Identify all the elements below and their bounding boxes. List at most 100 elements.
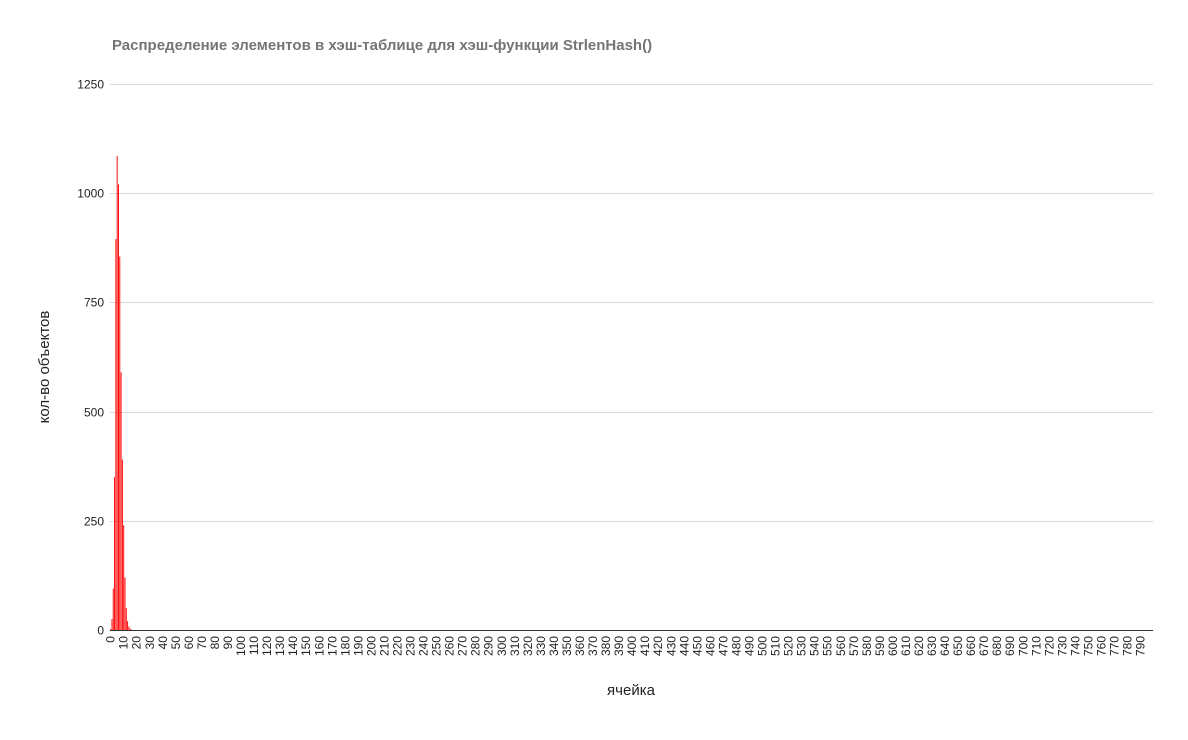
x-tick-label: 210: [377, 636, 391, 656]
x-tick-label: 460: [703, 636, 717, 656]
x-tick-label: 700: [1016, 636, 1030, 656]
x-tick-label: 180: [338, 636, 352, 656]
x-tick-label: 590: [873, 636, 887, 656]
x-tick-label: 90: [221, 636, 235, 650]
x-tick-label: 690: [1003, 636, 1017, 656]
bar-cell-1: [111, 619, 112, 630]
x-tick-label: 750: [1081, 636, 1095, 656]
bar-cell-4: [115, 239, 116, 630]
x-tick-label: 370: [586, 636, 600, 656]
x-tick-label: 480: [729, 636, 743, 656]
x-tick-label: 740: [1068, 636, 1082, 656]
x-tick-label: 540: [808, 636, 822, 656]
x-tick-label: 50: [169, 636, 183, 650]
x-tick-label: 200: [364, 636, 378, 656]
bar-cell-7: [119, 257, 120, 630]
x-tick-label: 350: [560, 636, 574, 656]
x-tick-label: 20: [130, 636, 144, 650]
x-axis-title: ячейка: [607, 682, 656, 699]
x-tick-label: 670: [977, 636, 991, 656]
x-tick-label: 110: [247, 636, 261, 655]
x-tick-label: 500: [756, 636, 770, 656]
x-tick-label: 470: [716, 636, 730, 656]
x-tick-label: 490: [742, 636, 756, 656]
bar-cell-8: [121, 372, 122, 630]
x-tick-label: 160: [312, 636, 326, 656]
x-tick-label: 770: [1108, 636, 1122, 656]
x-tick-label: 330: [534, 636, 548, 656]
x-tick-label: 150: [299, 636, 313, 656]
y-tick-label: 500: [84, 406, 104, 420]
y-tick-label: 1250: [77, 78, 104, 92]
bar-cell-6: [118, 184, 119, 630]
bar-cell-11: [125, 578, 126, 630]
x-tick-label: 10: [117, 636, 131, 650]
x-tick-label: 640: [938, 636, 952, 656]
x-tick-label: 410: [638, 636, 652, 656]
x-tick-label: 340: [547, 636, 561, 656]
x-tick-label: 140: [286, 636, 300, 656]
bar-cell-14: [128, 627, 129, 630]
grid-lines: [110, 85, 1153, 522]
bars: [110, 156, 132, 630]
x-tick-label: 310: [508, 636, 522, 656]
bar-cell-5: [117, 156, 118, 630]
bar-cell-0: [110, 629, 111, 630]
x-tick-label: 610: [899, 636, 913, 656]
x-tick-label: 250: [430, 636, 444, 656]
bar-cell-3: [114, 477, 115, 630]
x-tick-label: 280: [469, 636, 483, 656]
x-tick-label: 530: [795, 636, 809, 656]
x-tick-label: 170: [325, 636, 339, 656]
y-tick-label: 250: [84, 515, 104, 529]
x-tick-label: 120: [260, 636, 274, 656]
y-tick-label: 750: [84, 296, 104, 310]
x-tick-label: 290: [482, 636, 496, 656]
chart-title: Распределение элементов в хэш-таблице дл…: [112, 37, 652, 54]
x-tick-label: 710: [1029, 636, 1043, 656]
x-tick-label: 420: [651, 636, 665, 656]
x-tick-label: 790: [1134, 636, 1148, 656]
x-tick-label: 380: [599, 636, 613, 656]
x-tick-label: 660: [964, 636, 978, 656]
x-tick-label: 40: [156, 636, 170, 650]
x-tick-label: 520: [782, 636, 796, 656]
x-tick-label: 70: [195, 636, 209, 650]
x-tick-label: 650: [951, 636, 965, 656]
x-tick-label: 620: [912, 636, 926, 656]
y-tick-label: 1000: [77, 187, 104, 201]
x-tick-label: 190: [351, 636, 365, 656]
bar-cell-10: [123, 525, 124, 630]
x-tick-label: 80: [208, 636, 222, 650]
x-tick-label: 430: [664, 636, 678, 656]
x-tick-label: 260: [443, 636, 457, 656]
x-tick-label: 510: [769, 636, 783, 656]
bar-cell-12: [126, 608, 127, 630]
x-tick-label: 270: [456, 636, 470, 656]
bar-cell-13: [127, 621, 128, 630]
x-tick-label: 360: [573, 636, 587, 656]
x-tick-label: 550: [821, 636, 835, 656]
x-tick-label: 730: [1055, 636, 1069, 656]
x-tick-label: 240: [417, 636, 431, 656]
bar-cell-9: [122, 460, 123, 630]
x-tick-label: 600: [886, 636, 900, 656]
y-tick-label: 0: [97, 624, 104, 638]
x-tick-label: 100: [234, 636, 248, 656]
bar-cell-15: [130, 629, 131, 630]
x-tick-label: 760: [1095, 636, 1109, 656]
y-axis-title: кол-во объектов: [36, 311, 53, 424]
x-tick-label: 60: [182, 636, 196, 650]
x-tick-label: 780: [1121, 636, 1135, 656]
x-tick-label: 450: [690, 636, 704, 656]
x-tick-label: 220: [390, 636, 404, 656]
x-tick-label: 580: [860, 636, 874, 656]
x-tick-label: 570: [847, 636, 861, 656]
x-tick-label: 300: [495, 636, 509, 656]
x-tick-label: 130: [273, 636, 287, 656]
x-tick-label: 440: [677, 636, 691, 656]
bar-cell-2: [113, 589, 114, 631]
